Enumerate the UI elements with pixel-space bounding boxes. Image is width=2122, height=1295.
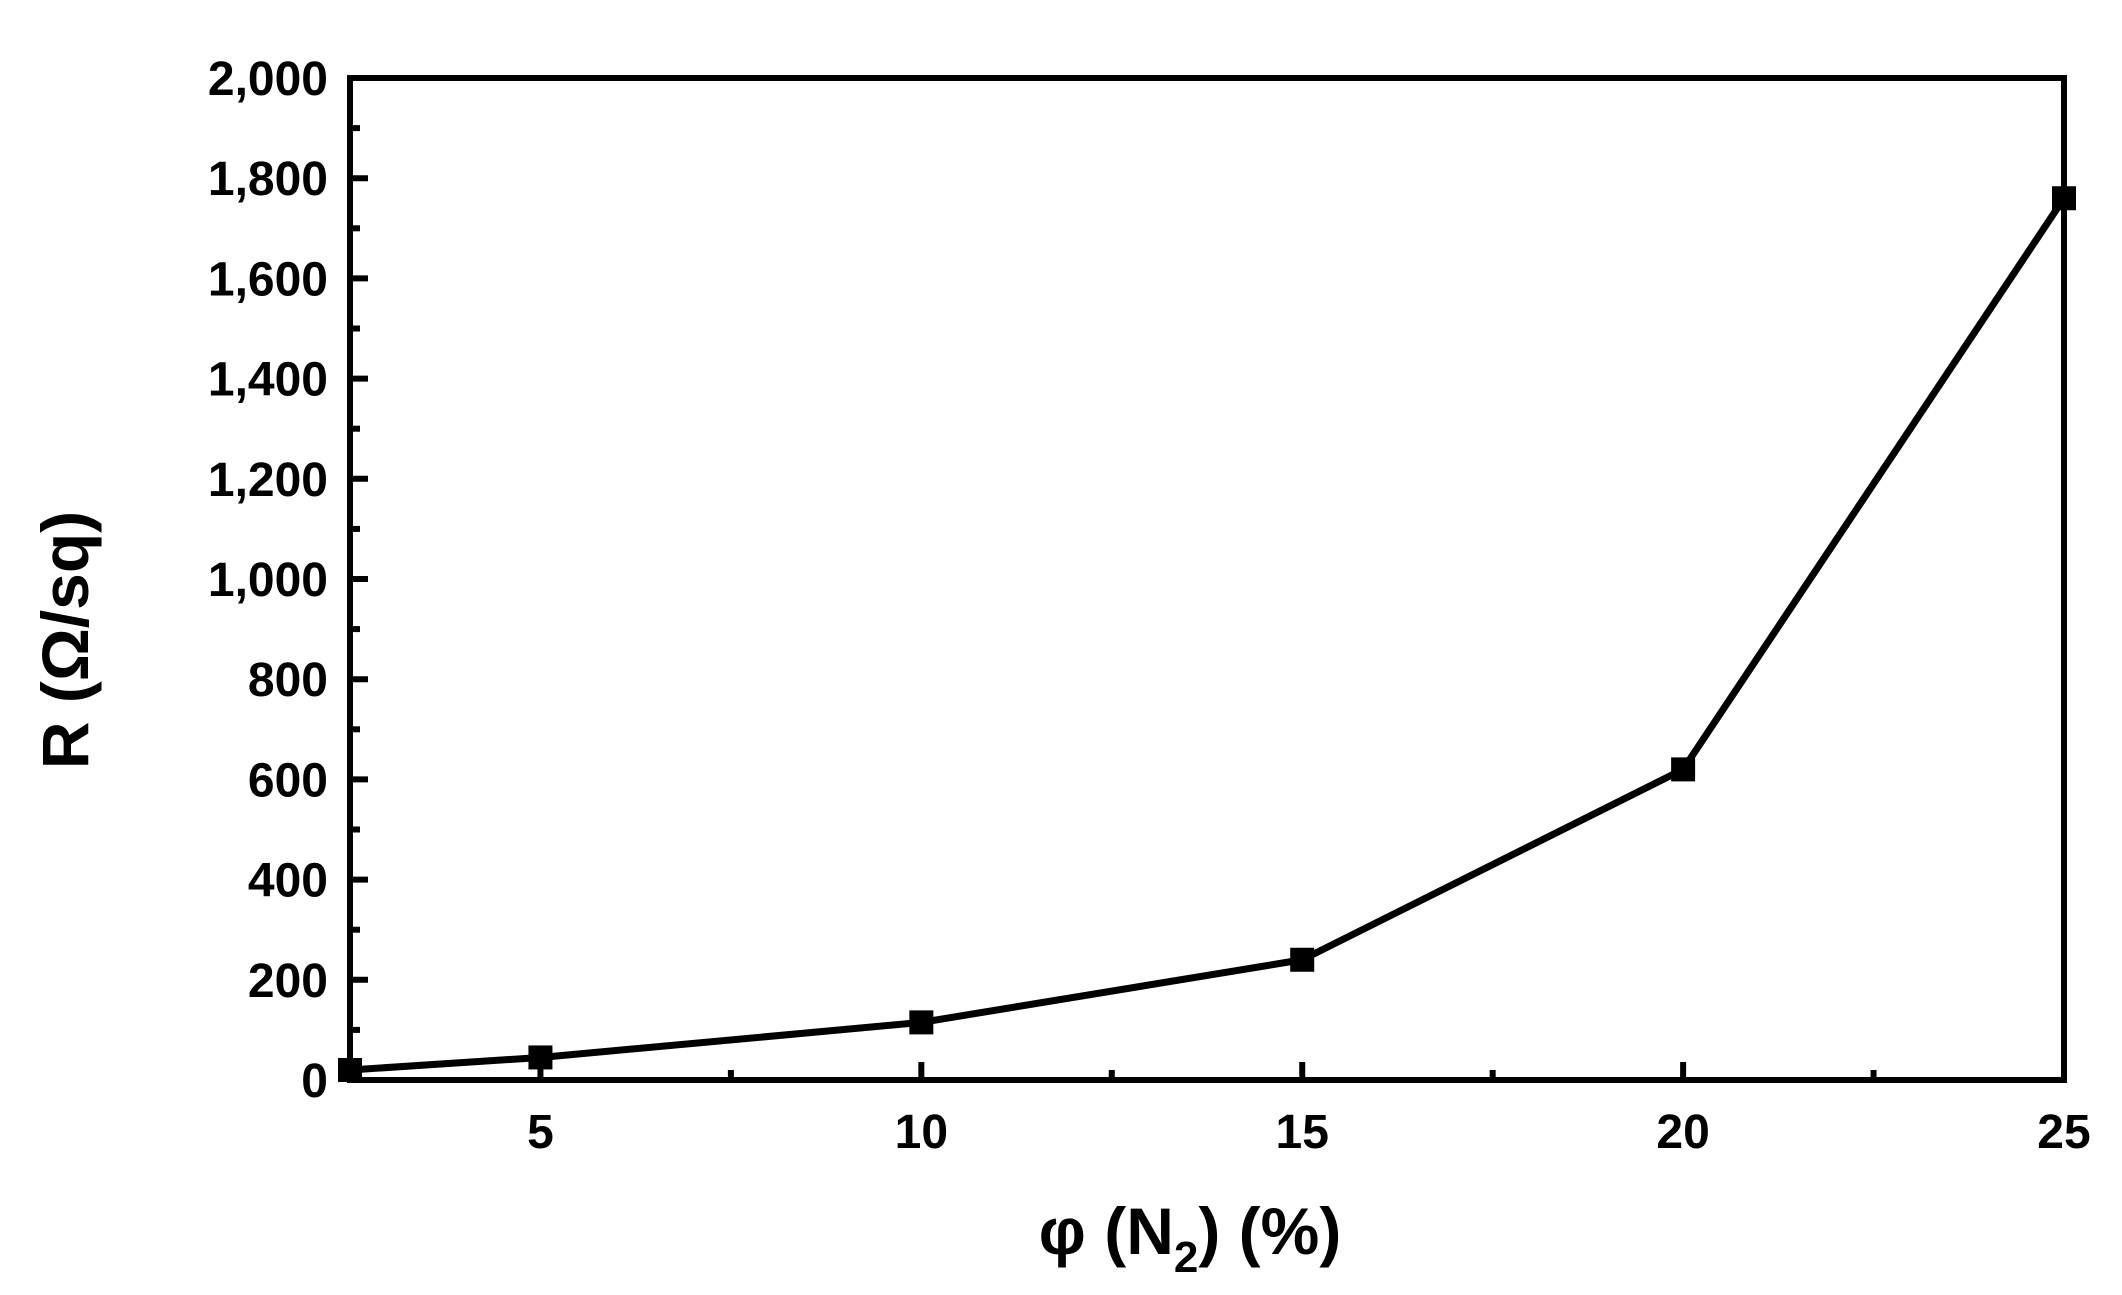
- y-tick-label: 400: [248, 855, 328, 908]
- x-axis-title: φ (N2) (%): [1039, 1194, 1342, 1282]
- x-axis-title-main: φ (N: [1039, 1194, 1174, 1268]
- x-tick-label: 5: [527, 1106, 554, 1159]
- series-line: [349, 196, 2067, 1074]
- x-axis-title-tail: ) (%): [1198, 1194, 1341, 1268]
- y-tick-label: 1,400: [208, 354, 328, 407]
- y-tick-label: 200: [248, 955, 328, 1008]
- y-tick-label: 1,200: [208, 454, 328, 507]
- data-point-marker: [1671, 757, 1696, 782]
- data-point-marker: [909, 1010, 934, 1035]
- y-tick-label: 0: [301, 1055, 328, 1108]
- y-tick-label: 1,600: [208, 253, 328, 306]
- y-axis-title: R (Ω/sq): [28, 511, 102, 769]
- y-tick-label: 2,000: [208, 53, 328, 106]
- y-tick-label: 800: [248, 654, 328, 707]
- x-tick-label: 25: [2037, 1106, 2090, 1159]
- data-point-marker: [2052, 186, 2076, 211]
- y-tick-label: 1,000: [208, 554, 328, 607]
- x-axis-title-subscript: 2: [1174, 1233, 1198, 1282]
- axes: 5 10 15 20 25 0 200 400 600 800 1,000 1,200 1,400 1,6…: [208, 53, 2091, 1159]
- x-tick-label: 20: [1656, 1106, 1709, 1159]
- data-point-marker: [1290, 947, 1315, 972]
- y-tick-label: 600: [248, 754, 328, 807]
- x-tick-label: 15: [1276, 1106, 1329, 1159]
- y-tick-label: 1,800: [208, 153, 328, 206]
- x-tick-label: 10: [895, 1106, 948, 1159]
- data-series: [338, 186, 2076, 1082]
